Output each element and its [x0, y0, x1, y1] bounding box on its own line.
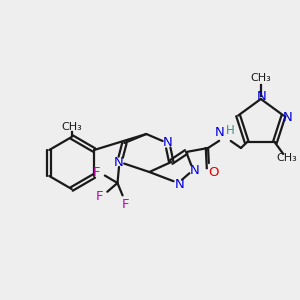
- Text: F: F: [122, 199, 129, 212]
- Text: N: N: [215, 127, 225, 140]
- Text: CH₃: CH₃: [250, 73, 271, 83]
- Text: CH₃: CH₃: [277, 153, 297, 163]
- Text: H: H: [226, 124, 234, 136]
- Text: N: N: [283, 111, 292, 124]
- Text: N: N: [257, 91, 267, 103]
- Text: CH₃: CH₃: [61, 122, 82, 132]
- Text: F: F: [96, 190, 103, 203]
- Text: N: N: [162, 136, 172, 148]
- Text: F: F: [93, 166, 100, 178]
- Text: N: N: [174, 178, 184, 191]
- Text: N: N: [114, 157, 123, 169]
- Text: N: N: [189, 164, 199, 178]
- Text: O: O: [208, 166, 218, 178]
